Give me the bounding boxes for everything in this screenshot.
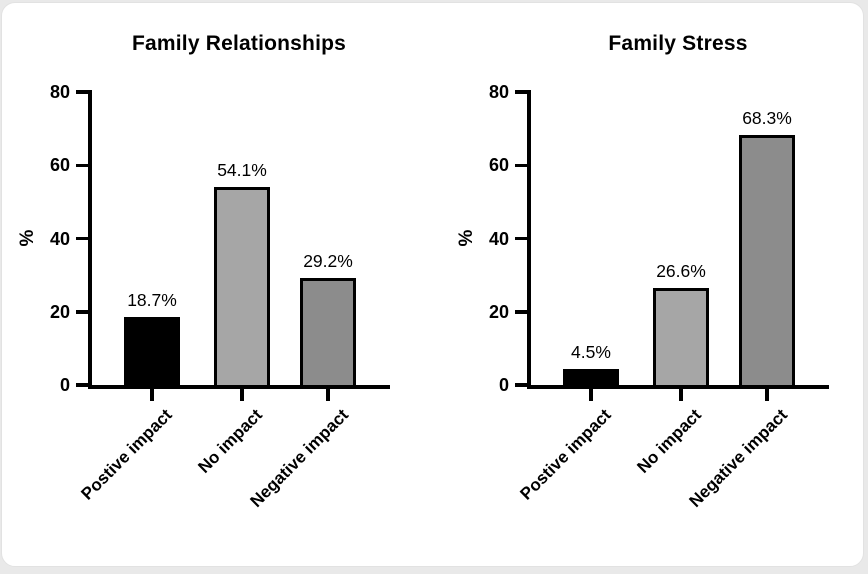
x-tick [765, 388, 769, 401]
bar-value-label: 29.2% [303, 251, 353, 272]
chart-title: Family Relationships [131, 32, 347, 55]
x-tick [679, 388, 683, 401]
y-tick [76, 90, 88, 94]
y-tick-label: 20 [49, 301, 70, 322]
y-tick [76, 236, 88, 241]
bar [739, 134, 795, 389]
chart-panel-family-relationships: Family Relationships % 18.7% Postive impa… [0, 0, 429, 567]
bar [214, 186, 270, 389]
y-tick-label: 80 [488, 82, 509, 102]
bar-value-label: 18.7% [127, 289, 177, 310]
plot-area: 4.5% Postive impact 26.6% No impact 68.3% Neg… [439, 0, 868, 567]
bar-value-label: 26.6% [656, 260, 706, 281]
y-tick [76, 163, 88, 167]
y-tick-label: 60 [488, 155, 509, 176]
category-label: Postive impact [77, 404, 176, 504]
y-axis [527, 90, 531, 387]
category-label: Postive impact [516, 404, 615, 504]
y-tick [76, 310, 88, 314]
x-axis [88, 385, 390, 389]
y-tick [515, 383, 527, 387]
bar [300, 278, 356, 389]
bar [653, 287, 709, 389]
x-tick [589, 388, 593, 401]
bar-value-label: 4.5% [571, 341, 611, 362]
bar-value-label: 54.1% [217, 159, 267, 180]
y-tick-label: 80 [49, 82, 70, 102]
figure-card [1, 2, 864, 567]
y-tick [76, 383, 88, 387]
category-label: No impact [633, 404, 705, 477]
bar-value-label: 68.3% [742, 107, 792, 128]
bar [124, 316, 180, 389]
y-tick-label: 0 [59, 375, 70, 395]
y-axis [88, 90, 92, 387]
chart-title: Family Stress [608, 32, 748, 55]
x-tick [240, 388, 244, 401]
category-label: No impact [194, 404, 266, 477]
y-tick-label: 40 [488, 228, 509, 249]
plot-area: 18.7% Postive impact 54.1% No impact 29.2% Ne… [0, 0, 429, 567]
chart-panel-family-stress: Family Stress % 4.5% Postive impact 26.6% N… [439, 0, 868, 567]
y-tick-label: 60 [49, 155, 70, 176]
y-tick-label: 0 [498, 375, 509, 395]
y-tick [515, 163, 527, 167]
y-tick [515, 236, 527, 241]
y-tick [515, 310, 527, 314]
y-tick-label: 40 [49, 228, 70, 249]
y-tick [515, 90, 527, 94]
x-tick [326, 388, 330, 401]
y-tick-label: 20 [488, 301, 509, 322]
x-tick [150, 388, 154, 401]
x-axis [527, 385, 829, 389]
